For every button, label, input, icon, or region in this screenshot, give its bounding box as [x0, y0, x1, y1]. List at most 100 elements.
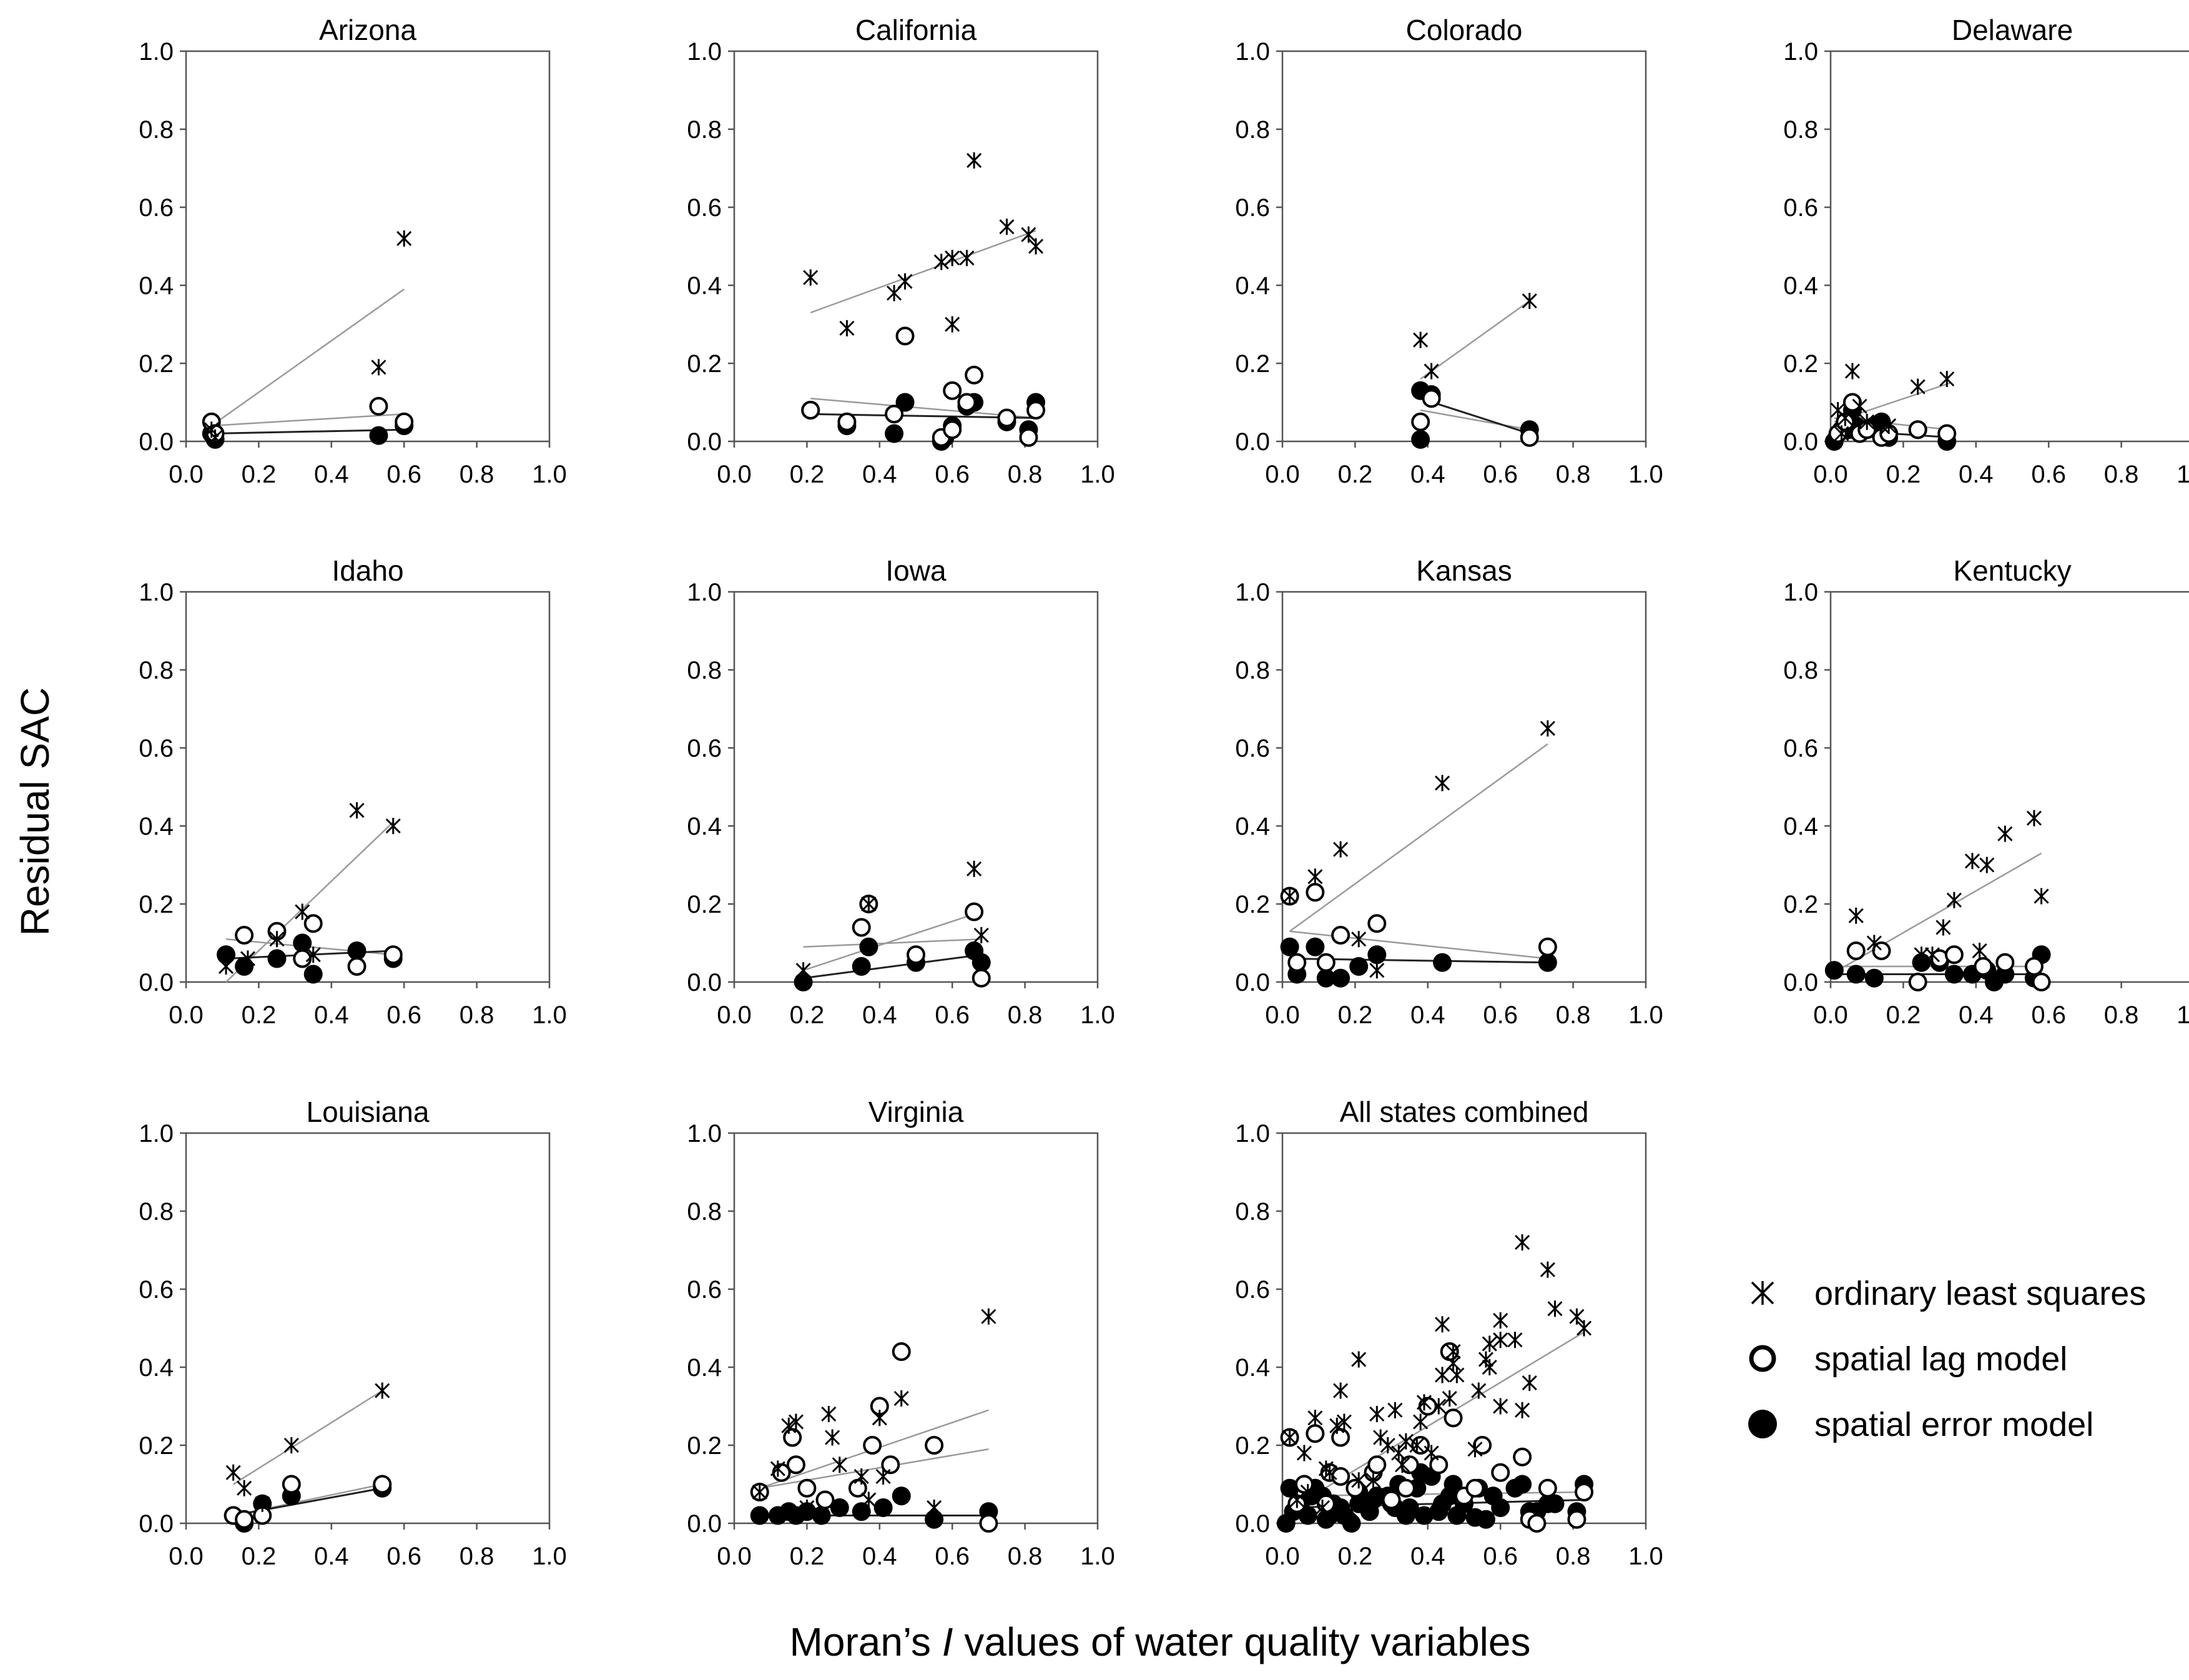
data-point-ols	[1409, 1437, 1425, 1453]
y-tick-label: 1.0	[687, 38, 722, 66]
y-tick-label: 0.4	[1783, 272, 1818, 300]
plot-area-frame	[733, 591, 1099, 983]
data-point-ols	[1522, 1375, 1537, 1391]
y-tick-label: 0.2	[1235, 350, 1270, 378]
x-tick-label: 0.2	[790, 1543, 825, 1570]
data-point-ols	[218, 958, 234, 975]
data-point-spatial-lag	[881, 1455, 900, 1475]
data-point-spatial-lag	[837, 412, 857, 431]
data-point-ols	[1424, 1445, 1439, 1461]
data-point-ols	[1413, 332, 1429, 348]
data-point-spatial-error	[369, 426, 388, 445]
x-tick-label: 0.2	[242, 1543, 277, 1570]
data-point-ols	[1296, 1445, 1312, 1461]
x-tick-label: 0.8	[1008, 1001, 1043, 1029]
data-point-ols	[861, 1491, 877, 1508]
panel-title: Iowa	[885, 554, 947, 587]
y-tick-label: 0.2	[139, 1432, 174, 1460]
y-tick-label: 0.0	[1783, 428, 1818, 456]
data-point-spatial-lag	[1440, 1342, 1459, 1361]
x-tick-label: 0.6	[935, 1001, 970, 1029]
y-tick-label: 0.8	[1783, 657, 1818, 684]
data-point-ols	[2026, 810, 2042, 827]
data-point-spatial-lag	[1411, 412, 1430, 431]
x-axis-label-part-2: values of water quality variables	[953, 1619, 1531, 1664]
data-point-spatial-lag	[1538, 1478, 1557, 1498]
y-tick-label: 0.0	[139, 969, 174, 996]
data-point-spatial-error	[852, 1502, 871, 1521]
data-point-ols	[1997, 825, 2013, 842]
x-tick-label: 0.6	[1483, 1001, 1518, 1029]
data-point-ols	[295, 903, 310, 920]
data-point-spatial-lag	[979, 1514, 998, 1533]
y-tick-label: 0.8	[1235, 116, 1270, 144]
trend-line-ordinary-least-squares	[803, 911, 982, 971]
data-point-spatial-error	[217, 945, 236, 965]
x-tick-label: 0.2	[242, 461, 277, 488]
filled-circle-legend-marker	[1748, 1410, 1777, 1438]
x-tick-label: 1.0	[532, 1001, 567, 1029]
data-point-ols	[999, 219, 1015, 235]
y-tick-label: 0.2	[139, 350, 174, 378]
x-tick-label: 0.8	[1556, 461, 1591, 488]
x-tick-label: 0.6	[2031, 461, 2066, 488]
data-point-spatial-lag	[997, 408, 1016, 428]
data-point-spatial-error	[1367, 945, 1387, 965]
data-point-ols	[1300, 1484, 1316, 1500]
data-point-spatial-error	[750, 1506, 769, 1525]
trend-line-ordinary-least-squares	[232, 1390, 383, 1485]
data-point-spatial-error	[830, 1498, 849, 1517]
data-point-ols	[959, 250, 975, 267]
trend-line-ordinary-least-squares	[1420, 300, 1530, 380]
x-tick-label: 1.0	[1080, 1001, 1115, 1029]
data-point-spatial-lag	[943, 381, 962, 400]
data-point-spatial-lag	[1444, 1408, 1463, 1428]
y-tick-label: 0.6	[1235, 1276, 1270, 1304]
data-point-ols	[1972, 943, 1987, 959]
data-point-spatial-error	[1944, 965, 1964, 984]
data-point-spatial-error	[1864, 968, 1884, 988]
data-point-spatial-lag	[1491, 1463, 1510, 1482]
data-point-ols	[803, 269, 819, 286]
x-tick-label: 0.6	[386, 461, 421, 488]
data-point-ols	[1369, 962, 1385, 979]
y-tick-label: 0.8	[1235, 657, 1270, 684]
x-tick-label: 0.4	[862, 1001, 897, 1029]
data-point-spatial-error	[1316, 968, 1336, 988]
plot-area-frame	[185, 591, 551, 983]
data-point-spatial-lag	[383, 945, 403, 965]
x-tick-label: 0.0	[1813, 461, 1848, 488]
data-point-ols	[1314, 1500, 1331, 1516]
data-point-spatial-lag	[1382, 1490, 1401, 1510]
x-tick-label: 1.0	[2177, 461, 2189, 488]
y-tick-label: 0.2	[687, 350, 722, 378]
data-point-ols	[1351, 1351, 1367, 1368]
data-point-spatial-error	[1491, 1498, 1510, 1517]
data-point-spatial-error	[1545, 1494, 1565, 1513]
data-point-ols	[1413, 1413, 1429, 1430]
data-point-spatial-lag	[303, 914, 323, 933]
data-point-ols	[1914, 946, 1929, 963]
data-point-ols	[240, 950, 256, 967]
data-point-ols	[1329, 1417, 1345, 1434]
y-tick-label: 0.6	[687, 735, 722, 762]
y-tick-label: 0.6	[139, 194, 174, 222]
x-tick-label: 1.0	[532, 461, 567, 488]
x-tick-label: 0.8	[1556, 1543, 1591, 1570]
data-point-spatial-error	[1824, 961, 1844, 980]
x-tick-label: 0.6	[386, 1543, 421, 1570]
data-point-ols	[207, 429, 223, 446]
data-point-ols	[1515, 1402, 1530, 1418]
y-tick-label: 1.0	[139, 38, 174, 66]
x-tick-label: 0.2	[790, 1001, 825, 1029]
data-point-ols	[1866, 935, 1882, 951]
data-point-ols	[385, 818, 401, 834]
x-tick-label: 0.8	[1556, 1001, 1591, 1029]
data-point-ols	[967, 860, 982, 877]
x-axis-label-italic-i: I	[942, 1619, 953, 1664]
x-tick-label: 0.8	[2104, 1001, 2139, 1029]
y-axis-label: Residual SAC	[12, 687, 57, 936]
data-point-ols	[1387, 1402, 1403, 1418]
data-point-ols	[1837, 410, 1853, 426]
x-tick-label: 0.8	[460, 1543, 494, 1570]
